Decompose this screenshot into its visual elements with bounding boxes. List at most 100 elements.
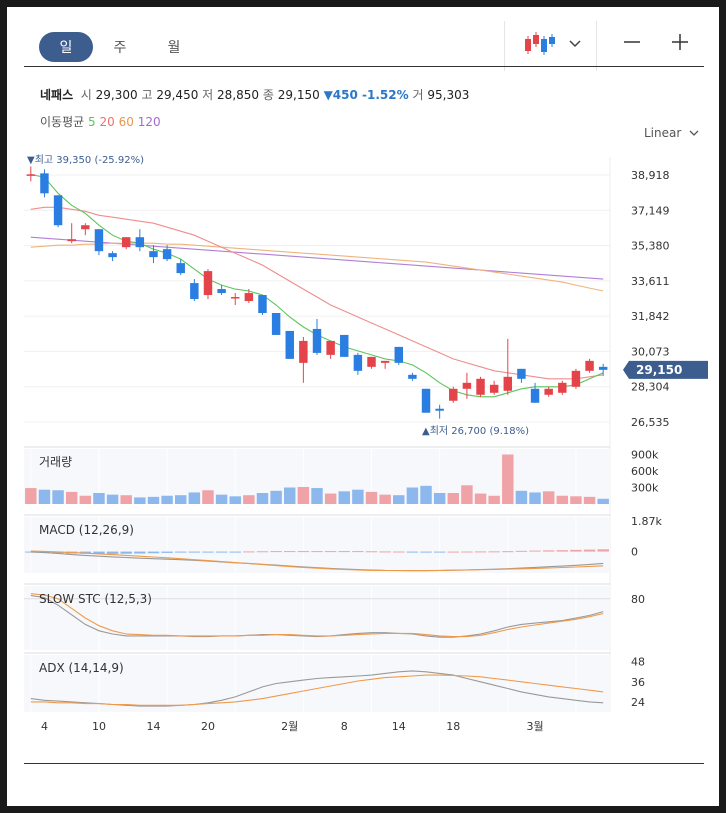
volume-bar xyxy=(324,493,337,504)
volume-bar xyxy=(474,493,487,504)
macd-histogram-bar xyxy=(393,551,405,553)
candle-body xyxy=(353,354,363,371)
plus-icon xyxy=(672,34,688,50)
high-value: 29,450 xyxy=(156,88,199,102)
chevron-down-icon xyxy=(689,130,699,136)
low-value: 28,850 xyxy=(217,88,260,102)
volume-bar xyxy=(393,495,405,504)
volume-bar xyxy=(502,454,514,504)
macd-histogram-bar xyxy=(311,551,323,553)
adx-signal-line xyxy=(30,674,604,706)
candle-body xyxy=(244,293,254,302)
volume-bar xyxy=(93,493,105,504)
candle-body xyxy=(558,382,567,393)
macd-histogram-bar xyxy=(420,551,432,553)
stock-name: 네패스 xyxy=(40,88,74,102)
stock-chart[interactable]: 38,918 37,149 35,380 33,611 31,842 30,073 28,3… xyxy=(7,7,719,737)
volume-panel-label: 거래량 xyxy=(39,455,72,469)
macd-panel-label: MACD (12,26,9) xyxy=(39,523,134,537)
volume-bar xyxy=(38,489,51,504)
tab-daily[interactable]: 일 xyxy=(39,32,93,62)
macd-histogram-bar xyxy=(243,551,255,553)
chart-type-button[interactable] xyxy=(519,25,589,65)
close-label: 종 xyxy=(262,88,274,102)
candle-body xyxy=(380,360,390,363)
ma5-legend: 5 xyxy=(88,115,96,129)
candle-body xyxy=(326,340,335,355)
macd-histogram-bar xyxy=(106,551,119,554)
macd-histogram-bar xyxy=(597,549,609,552)
x-axis-tick-label: 8 xyxy=(341,720,348,733)
candle-body xyxy=(408,374,417,379)
volume-bar xyxy=(420,485,432,504)
tab-monthly[interactable]: 월 xyxy=(167,40,181,56)
volume-bar xyxy=(161,495,173,504)
zoom-out-button[interactable] xyxy=(617,27,647,57)
candle-body xyxy=(312,328,322,353)
moving-average-legend: 이동평균 5 20 60 120 xyxy=(40,113,161,130)
macd-histogram-bar xyxy=(488,551,500,553)
volume-bar xyxy=(215,494,228,504)
adx-line xyxy=(30,670,604,707)
chart-window: 일 주 월 네패스 시 29,300 xyxy=(7,7,719,806)
macd-histogram-bar xyxy=(570,549,582,552)
volume-bar xyxy=(379,494,391,504)
candle-body xyxy=(544,388,553,395)
open-label: 시 xyxy=(80,88,92,102)
macd-histogram-bar xyxy=(120,551,132,554)
price-tick-label: 30,073 xyxy=(631,345,670,358)
volume-tick-label: 900k xyxy=(631,449,659,462)
macd-histogram-bar xyxy=(542,550,555,552)
high-label: 고 xyxy=(141,88,153,102)
current-price-tag xyxy=(623,360,708,379)
adx-tick-label: 24 xyxy=(631,696,645,709)
volume-bar xyxy=(25,488,37,504)
ma5-line xyxy=(30,173,604,398)
volume-bar xyxy=(270,490,282,504)
macd-tick-label: 1.87k xyxy=(631,515,662,528)
period-tabs: 일 주 월 xyxy=(39,32,201,62)
tab-weekly[interactable]: 주 xyxy=(113,40,127,56)
volume-bar xyxy=(256,493,269,504)
volume-bar xyxy=(542,491,555,504)
candle-body xyxy=(517,368,526,379)
macd-histogram-bar xyxy=(188,551,201,553)
macd-histogram-bar xyxy=(515,550,528,552)
footer-divider xyxy=(24,763,704,764)
macd-histogram-bar xyxy=(229,551,241,553)
current-price-label: 29,150 xyxy=(636,363,682,377)
volume-bar xyxy=(188,492,201,504)
volume-bar xyxy=(79,495,92,504)
quote-summary: 네패스 시 29,300 고 29,450 저 28,850 종 29,150 … xyxy=(40,86,469,103)
low-label: 저 xyxy=(202,88,214,102)
volume-bar xyxy=(284,487,296,504)
volume-bar xyxy=(556,495,569,504)
macd-histogram-bar xyxy=(134,551,146,554)
price-tick-label: 38,918 xyxy=(631,169,670,182)
zoom-in-button[interactable] xyxy=(665,27,695,57)
scale-mode-dropdown[interactable]: Linear xyxy=(644,126,699,140)
toolbar-divider xyxy=(596,21,597,71)
candle-body xyxy=(394,346,403,363)
macd-panel xyxy=(24,517,610,573)
macd-histogram-bar xyxy=(202,551,214,553)
macd-histogram-bar xyxy=(474,551,487,553)
macd-histogram-bar xyxy=(297,551,310,553)
volume-bar xyxy=(311,488,323,504)
chevron-down-icon xyxy=(569,40,581,48)
candle-body xyxy=(476,378,485,395)
macd-histogram-bar xyxy=(406,551,419,553)
macd-histogram-bar xyxy=(433,551,446,553)
macd-histogram-bar xyxy=(270,551,282,553)
price-tick-label: 33,611 xyxy=(631,275,670,288)
adx-tick-label: 48 xyxy=(631,656,645,669)
x-axis-tick-label: 3월 xyxy=(526,720,543,733)
macd-histogram-bar xyxy=(461,551,473,553)
candle-body xyxy=(81,225,90,230)
candle-body xyxy=(340,334,349,357)
macd-histogram-bar xyxy=(379,551,391,553)
candle-body xyxy=(108,253,117,258)
volume-bar xyxy=(174,495,187,504)
candle-body xyxy=(530,388,540,403)
candle-body xyxy=(598,366,608,370)
